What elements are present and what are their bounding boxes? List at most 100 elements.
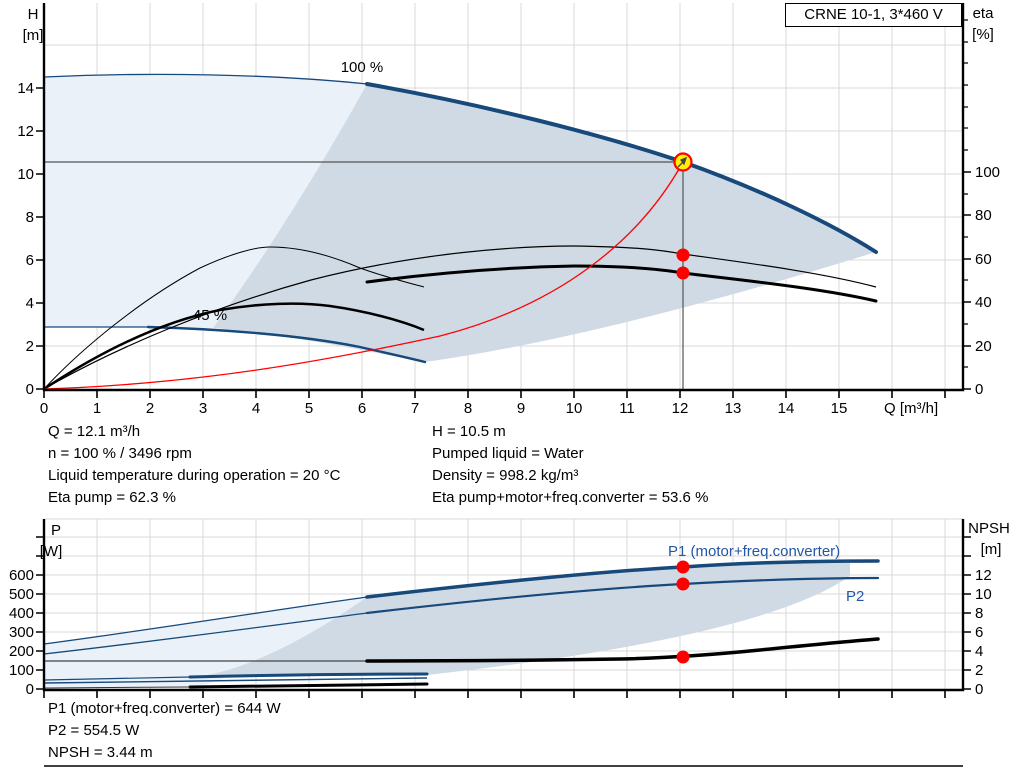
h-tick-label: 4 — [26, 295, 34, 312]
h-axis-name: H — [28, 6, 39, 23]
npsh-tick-label: 4 — [975, 643, 983, 660]
npsh-45-extension — [43, 686, 191, 689]
top-chart: H [m] eta [%] 14 12 10 8 6 4 2 0 100 80 … — [17, 3, 1000, 417]
eta-tick-label: 100 — [975, 164, 1000, 181]
npsh-tick-label: 10 — [975, 586, 992, 603]
eta-tick-label: 0 — [975, 381, 983, 398]
speed-label-45: 45 % — [193, 307, 227, 324]
p-tick-label: 200 — [9, 643, 34, 660]
eta-total-100-curve — [365, 264, 878, 303]
npsh-tick-label: 2 — [975, 662, 983, 679]
p2-curve-label: P2 — [846, 588, 864, 605]
eta-pump-100-curve — [43, 245, 877, 390]
operating-line-eta-total: Eta pump+motor+freq.converter = 53.6 % — [432, 489, 709, 506]
eta-pump-marker — [676, 248, 690, 262]
p2-curve-thin — [43, 612, 368, 655]
p2-45-curve — [43, 677, 428, 684]
top-right-ticks-major — [963, 171, 971, 390]
eta-axis-unit: [%] — [972, 26, 994, 43]
h-tick-label: 6 — [26, 252, 34, 269]
pump-title-box: CRNE 10-1, 3*460 V — [785, 3, 962, 27]
npsh-tick-label: 12 — [975, 567, 992, 584]
operating-line-eta-pump: Eta pump = 62.3 % — [48, 489, 176, 506]
eta-tick-label: 60 — [975, 251, 992, 268]
eta-pump-45-curve — [43, 246, 425, 390]
top-axes-frame — [42, 3, 965, 392]
q-tick-label: 12 — [672, 400, 689, 417]
eta-total-marker — [676, 266, 690, 280]
p1-45-curve — [188, 672, 429, 679]
operating-data-right: H = 10.5 m Pumped liquid = Water Density… — [432, 421, 708, 509]
bottom-chart: P [W] NPSH [m] 600 500 400 300 200 100 0… — [9, 518, 1010, 698]
top-left-ticks — [36, 87, 44, 390]
q-tick-label: 5 — [305, 400, 313, 417]
qh-curve-100-thick — [365, 82, 878, 254]
p1-curve-thick — [365, 559, 880, 599]
p1-curve-thin — [43, 596, 368, 645]
h-tick-label: 12 — [17, 123, 34, 140]
p-tick-label: 300 — [9, 624, 34, 641]
q-tick-label: 4 — [252, 400, 260, 417]
qh-curve-45 — [146, 325, 427, 364]
result-line-npsh: NPSH = 3.44 m — [48, 744, 153, 761]
speed-label-100: 100 % — [341, 59, 384, 76]
npsh-axis-name: NPSH — [968, 520, 1010, 537]
p2-marker — [676, 577, 690, 591]
p1-marker — [676, 560, 690, 574]
q-tick-label: 9 — [517, 400, 525, 417]
allowed-duty-range-dark-fill — [213, 84, 876, 362]
bottom-x-ticks — [43, 690, 946, 698]
h-tick-label: 8 — [26, 209, 34, 226]
npsh-tick-label: 8 — [975, 605, 983, 622]
top-x-ticks — [43, 390, 946, 398]
q-axis-label: Q [m³/h] — [884, 400, 938, 417]
npsh-marker — [676, 650, 690, 664]
q-tick-label: 7 — [411, 400, 419, 417]
p-tick-label: 100 — [9, 662, 34, 679]
q-tick-label: 14 — [778, 400, 795, 417]
q-tick-label: 11 — [619, 400, 635, 417]
q-tick-label: 13 — [725, 400, 742, 417]
operating-line-h: H = 10.5 m — [432, 423, 506, 440]
control-curve-red — [43, 161, 684, 390]
operating-line-liquid: Pumped liquid = Water — [432, 445, 584, 462]
q-tick-label: 6 — [358, 400, 366, 417]
q-tick-label: 10 — [566, 400, 583, 417]
operating-line-temperature: Liquid temperature during operation = 20… — [48, 467, 341, 484]
npsh-curve-thick — [365, 637, 880, 663]
h-axis-unit: [m] — [23, 27, 44, 44]
p2-curve — [365, 576, 880, 615]
q-tick-label: 1 — [93, 400, 101, 417]
eta-tick-label: 20 — [975, 338, 992, 355]
operating-line-speed: n = 100 % / 3496 rpm — [48, 445, 192, 462]
operating-envelope-light-fill — [44, 74, 367, 328]
eta-total-45-curve — [43, 302, 425, 391]
eta-axis-name: eta — [973, 5, 995, 22]
bottom-right-ticks — [963, 536, 971, 690]
operating-line-density: Density = 998.2 kg/m³ — [432, 467, 579, 484]
p-tick-label: 500 — [9, 586, 34, 603]
p1-curve-label: P1 (motor+freq.converter) — [668, 543, 840, 560]
h-tick-label: 2 — [26, 338, 34, 355]
qh-curve-100-thin — [43, 73, 368, 85]
bottom-left-ticks — [36, 536, 44, 690]
q-tick-label: 3 — [199, 400, 207, 417]
h-tick-label: 14 — [17, 80, 34, 97]
eta-tick-label: 80 — [975, 207, 992, 224]
q-tick-label: 8 — [464, 400, 472, 417]
npsh-tick-label: 0 — [975, 681, 983, 698]
q-tick-label: 2 — [146, 400, 154, 417]
result-data: P1 (motor+freq.converter) = 644 W P2 = 5… — [48, 698, 281, 764]
p-tick-label: 0 — [26, 681, 34, 698]
h-tick-label: 10 — [17, 166, 34, 183]
p-axis-name: P — [51, 522, 61, 539]
operating-line-q: Q = 12.1 m³/h — [48, 423, 141, 440]
p-tick-label: 400 — [9, 605, 34, 622]
bottom-axes-frame — [42, 519, 965, 692]
npsh-axis-unit: [m] — [981, 541, 1002, 558]
p-tick-label: 600 — [9, 567, 34, 584]
npsh-tick-label: 6 — [975, 624, 983, 641]
power-envelope-dark-fill — [195, 562, 850, 677]
